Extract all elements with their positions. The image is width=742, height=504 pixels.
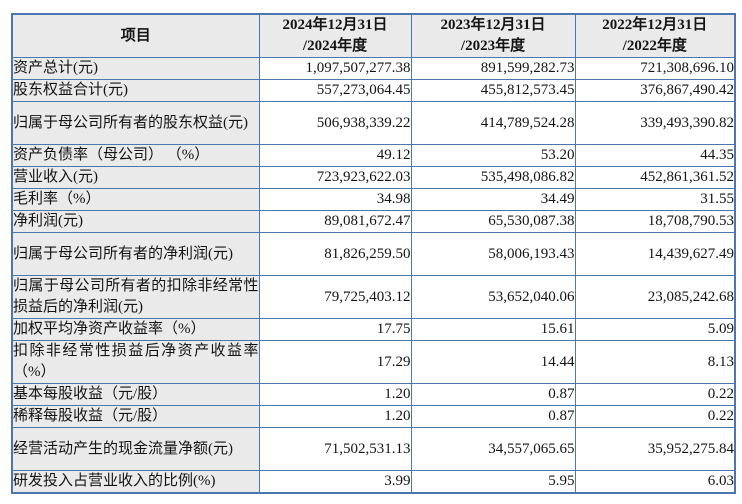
row-value: 414,789,524.28 xyxy=(410,101,576,145)
row-label: 基本每股收益（元/股） xyxy=(11,383,260,406)
table-row: 基本每股收益（元/股） 1.20 0.87 0.22 xyxy=(11,383,736,406)
row-label: 研发投入占营业收入的比例(%) xyxy=(11,470,260,494)
row-value: 34.98 xyxy=(258,188,412,211)
row-value: 5.09 xyxy=(574,318,736,341)
row-value: 0.22 xyxy=(574,383,736,406)
row-value: 376,867,490.42 xyxy=(574,79,736,102)
row-value: 535,498,086.82 xyxy=(410,166,576,189)
row-value: 65,530,087.38 xyxy=(410,210,576,233)
row-value: 14,439,627.49 xyxy=(574,232,736,276)
row-value: 89,081,672.47 xyxy=(258,210,412,233)
row-value: 1.20 xyxy=(258,383,412,406)
row-value: 0.22 xyxy=(574,405,736,428)
row-value: 34.49 xyxy=(410,188,576,211)
header-period-2024-year: /2024年度 xyxy=(302,38,368,54)
table-row: 归属于母公司所有者的净利润(元) 81,826,259.50 58,006,193.… xyxy=(11,232,736,276)
row-value: 44.35 xyxy=(574,144,736,167)
row-value: 0.87 xyxy=(410,405,576,428)
row-value: 58,006,193.43 xyxy=(410,232,576,276)
table-row: 归属于母公司所有者的股东权益(元) 506,938,339.22 414,789,5… xyxy=(11,101,736,145)
header-period-2022-year: /2022年度 xyxy=(622,38,687,54)
row-label: 资产负债率（母公司） （%） xyxy=(11,144,260,167)
row-value: 1.20 xyxy=(258,405,412,428)
row-label: 归属于母公司所有者的净利润(元) xyxy=(11,232,260,276)
row-value: 49.12 xyxy=(258,144,412,167)
row-value: 53.20 xyxy=(410,144,576,167)
table-row: 研发投入占营业收入的比例(%) 3.99 5.95 6.03 xyxy=(11,470,736,494)
row-label: 资产总计(元) xyxy=(11,57,260,80)
row-value: 8.13 xyxy=(574,340,736,384)
row-label: 经营活动产生的现金流量净额(元) xyxy=(11,427,260,471)
row-value: 71,502,531.13 xyxy=(258,427,412,471)
row-value: 557,273,064.45 xyxy=(258,79,412,102)
row-value: 79,725,403.12 xyxy=(258,275,412,319)
table-row: 扣除非经常性损益后净资产收益率（%） 17.29 14.44 8.13 xyxy=(11,340,736,384)
row-value: 18,708,790.53 xyxy=(574,210,736,233)
table-row: 资产负债率（母公司） （%） 49.12 53.20 44.35 xyxy=(11,144,736,167)
row-value: 35,952,275.84 xyxy=(574,427,736,471)
header-period-2023: 2023年12月31日 /2023年度 xyxy=(410,13,576,58)
row-value: 34,557,065.65 xyxy=(410,427,576,471)
header-period-2024-date: 2024年12月31日 xyxy=(282,17,388,33)
header-item: 项目 xyxy=(11,13,260,58)
row-value: 23,085,242.68 xyxy=(574,275,736,319)
row-value: 5.95 xyxy=(410,470,576,494)
header-period-2024: 2024年12月31日 /2024年度 xyxy=(258,13,412,58)
table-body: 资产总计(元) 1,097,507,277.38 891,599,282.73 721… xyxy=(11,57,736,494)
header-row: 项目 2024年12月31日 /2024年度 2023年12月31日 /2023… xyxy=(11,13,736,58)
row-value: 891,599,282.73 xyxy=(410,57,576,80)
table-row: 经营活动产生的现金流量净额(元) 71,502,531.13 34,557,065.… xyxy=(11,427,736,471)
table-row: 毛利率（%） 34.98 34.49 31.55 xyxy=(11,188,736,211)
row-value: 1,097,507,277.38 xyxy=(258,57,412,80)
row-value: 31.55 xyxy=(574,188,736,211)
row-value: 17.29 xyxy=(258,340,412,384)
row-value: 53,652,040.06 xyxy=(410,275,576,319)
row-value: 506,938,339.22 xyxy=(258,101,412,145)
table-row: 归属于母公司所有者的扣除非经常性损益后的净利润(元) 79,725,403.12 5… xyxy=(11,275,736,319)
table-row: 净利润(元) 89,081,672.47 65,530,087.38 18,708,7… xyxy=(11,210,736,233)
header-period-2022-date: 2022年12月31日 xyxy=(602,17,708,33)
row-label: 归属于母公司所有者的股东权益(元) xyxy=(11,101,260,145)
table-row: 加权平均净资产收益率（%） 17.75 15.61 5.09 xyxy=(11,318,736,341)
row-value: 81,826,259.50 xyxy=(258,232,412,276)
row-value: 339,493,390.82 xyxy=(574,101,736,145)
row-label: 加权平均净资产收益率（%） xyxy=(11,318,260,341)
row-label: 归属于母公司所有者的扣除非经常性损益后的净利润(元) xyxy=(11,275,260,319)
row-label: 毛利率（%） xyxy=(11,188,260,211)
header-period-2023-date: 2023年12月31日 xyxy=(440,17,546,33)
row-value: 721,308,696.10 xyxy=(574,57,736,80)
row-value: 723,923,622.03 xyxy=(258,166,412,189)
row-value: 17.75 xyxy=(258,318,412,341)
header-period-2023-year: /2023年度 xyxy=(460,38,526,54)
table-row: 稀释每股收益（元/股） 1.20 0.87 0.22 xyxy=(11,405,736,428)
table-row: 股东权益合计(元) 557,273,064.45 455,812,573.45 376… xyxy=(11,79,736,102)
row-label: 稀释每股收益（元/股） xyxy=(11,405,260,428)
row-label: 营业收入(元) xyxy=(11,166,260,189)
header-period-2022: 2022年12月31日 /2022年度 xyxy=(574,13,736,58)
row-value: 14.44 xyxy=(410,340,576,384)
row-value: 3.99 xyxy=(258,470,412,494)
table-row: 营业收入(元) 723,923,622.03 535,498,086.82 452,8… xyxy=(11,166,736,189)
row-value: 452,861,361.52 xyxy=(574,166,736,189)
row-label: 股东权益合计(元) xyxy=(11,79,260,102)
financial-summary-table: 项目 2024年12月31日 /2024年度 2023年12月31日 /2023… xyxy=(11,13,736,494)
row-label: 净利润(元) xyxy=(11,210,260,233)
row-value: 0.87 xyxy=(410,383,576,406)
row-value: 455,812,573.45 xyxy=(410,79,576,102)
header-item-label: 项目 xyxy=(120,27,151,44)
row-label: 扣除非经常性损益后净资产收益率（%） xyxy=(11,340,260,384)
row-value: 15.61 xyxy=(410,318,576,341)
row-value: 6.03 xyxy=(574,470,736,494)
table-row: 资产总计(元) 1,097,507,277.38 891,599,282.73 721… xyxy=(11,57,736,80)
